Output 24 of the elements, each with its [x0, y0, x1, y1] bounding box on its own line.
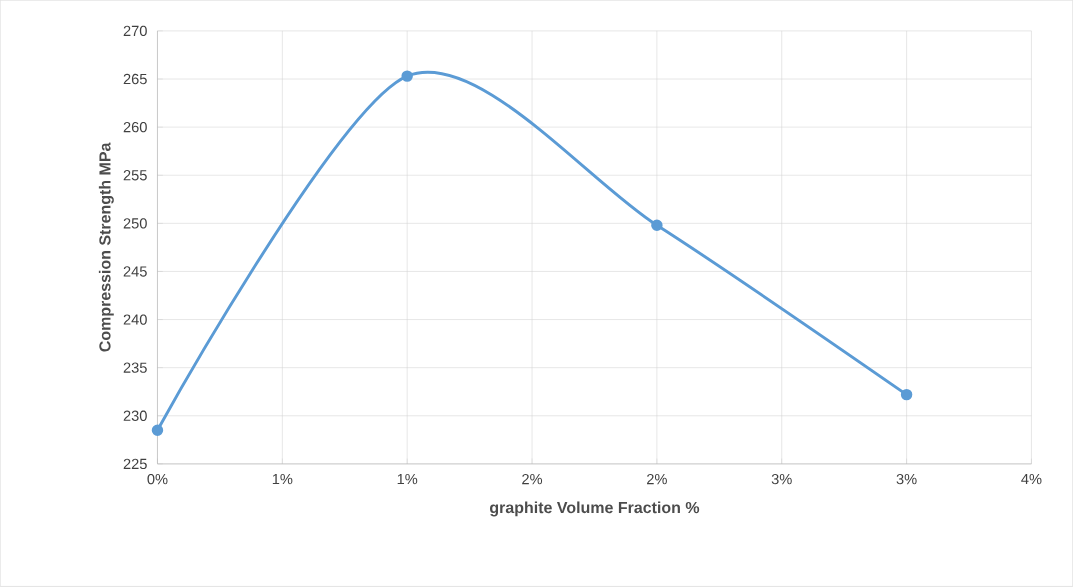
y-tick-label: 270 — [123, 25, 147, 37]
y-tick-label: 235 — [123, 362, 147, 373]
point — [151, 424, 164, 437]
y-tick-label: 255 — [123, 170, 147, 181]
y-tick-label: 245 — [123, 266, 147, 277]
y-tick-label: 265 — [123, 73, 147, 85]
y-tick-label: 240 — [123, 314, 147, 325]
y-axis-title: Compression Strength MPa — [98, 142, 114, 352]
x-tick-label: 2% — [522, 474, 543, 485]
y-tick-label: 225 — [123, 458, 147, 470]
point — [900, 389, 913, 401]
point — [401, 70, 413, 82]
y-tick-label: 230 — [123, 410, 147, 422]
x-tick-label: 1% — [272, 474, 293, 485]
x-tick-label: 2% — [647, 474, 667, 485]
y-tick-label: 250 — [123, 218, 147, 229]
point — [651, 219, 663, 232]
x-tick-label: 3% — [771, 474, 792, 485]
x-tick-label: 3% — [896, 474, 917, 485]
x-tick-label: 4% — [1021, 474, 1042, 485]
x-tick-label: 1% — [397, 474, 418, 485]
x-tick-label: 0% — [147, 474, 168, 485]
y-tick-label: 260 — [123, 122, 147, 133]
x-axis-title: graphite Volume Fraction % — [489, 501, 700, 517]
